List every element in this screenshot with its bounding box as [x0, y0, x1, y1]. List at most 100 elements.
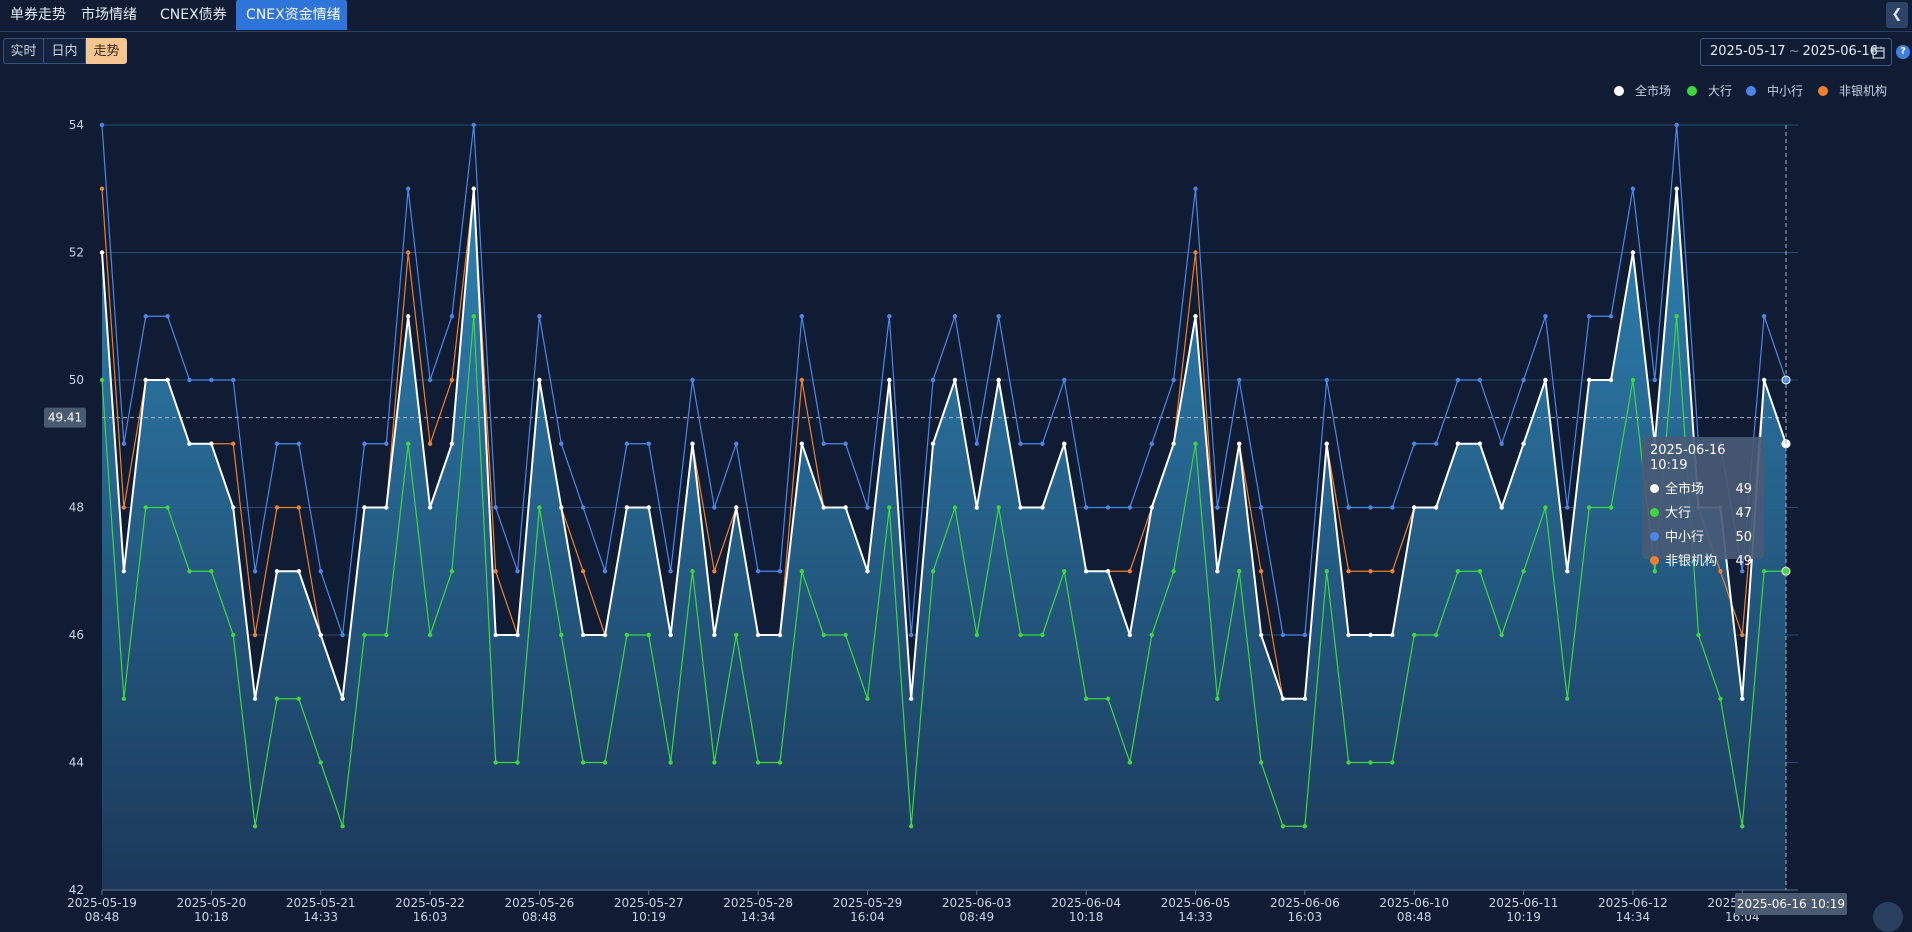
data-point[interactable] [1652, 569, 1657, 574]
data-point[interactable] [602, 569, 608, 574]
data-point[interactable] [515, 569, 520, 574]
data-point[interactable] [887, 314, 892, 319]
data-point[interactable] [624, 632, 630, 638]
data-point[interactable] [1740, 569, 1745, 574]
data-point[interactable] [1718, 569, 1723, 574]
data-point[interactable] [755, 760, 761, 765]
data-point[interactable] [471, 122, 476, 128]
data-point[interactable] [734, 441, 739, 446]
data-point[interactable] [624, 441, 630, 446]
data-point[interactable] [1412, 505, 1417, 510]
data-point[interactable] [143, 505, 148, 510]
data-point[interactable] [187, 569, 192, 574]
data-point[interactable] [1018, 632, 1023, 638]
data-point[interactable] [493, 760, 498, 765]
data-point[interactable] [1674, 186, 1679, 191]
data-point[interactable] [187, 377, 192, 383]
data-point[interactable] [1193, 314, 1198, 319]
legend-item[interactable]: 全市场 [1614, 83, 1671, 98]
data-point[interactable] [449, 569, 455, 574]
data-point[interactable] [537, 377, 542, 383]
data-point[interactable] [1062, 569, 1067, 574]
mode-intraday-button[interactable]: 日内 [44, 38, 86, 64]
data-point[interactable] [449, 377, 455, 383]
data-point[interactable] [952, 377, 958, 383]
data-point[interactable] [734, 632, 739, 638]
data-point[interactable] [274, 441, 280, 446]
data-point[interactable] [121, 696, 127, 701]
data-point[interactable] [1740, 696, 1745, 701]
data-point[interactable] [908, 632, 914, 638]
data-point[interactable] [974, 441, 980, 446]
data-point[interactable] [1083, 569, 1089, 574]
data-point[interactable] [712, 760, 717, 765]
data-point[interactable] [1302, 696, 1308, 701]
data-point[interactable] [1040, 632, 1045, 638]
data-point[interactable] [318, 760, 323, 765]
data-point[interactable] [1215, 569, 1220, 574]
data-point[interactable] [865, 569, 870, 574]
data-point[interactable] [1127, 760, 1133, 765]
data-point[interactable] [1280, 696, 1286, 701]
data-point[interactable] [690, 377, 695, 383]
data-point[interactable] [712, 569, 717, 574]
data-point[interactable] [1565, 696, 1570, 701]
data-point[interactable] [1346, 569, 1351, 574]
data-point[interactable] [1280, 824, 1286, 829]
data-point[interactable] [559, 441, 564, 446]
data-point[interactable] [1477, 569, 1483, 574]
data-point[interactable] [252, 569, 258, 574]
data-point[interactable] [362, 632, 367, 638]
data-point[interactable] [1324, 569, 1329, 574]
data-point[interactable] [1193, 186, 1198, 191]
data-point[interactable] [843, 632, 848, 638]
data-point[interactable] [1149, 441, 1154, 446]
data-point[interactable] [143, 314, 148, 319]
data-point[interactable] [777, 569, 783, 574]
calendar-icon[interactable] [1872, 46, 1885, 59]
date-range-picker[interactable]: 2025-05-17 ~2025-06-16 [1700, 38, 1892, 66]
data-point[interactable] [843, 505, 848, 510]
data-point[interactable] [1390, 632, 1395, 638]
data-point[interactable] [755, 632, 761, 638]
data-point[interactable] [843, 441, 848, 446]
data-point[interactable] [1105, 696, 1111, 701]
data-point[interactable] [99, 186, 105, 191]
data-point[interactable] [384, 441, 389, 446]
data-point[interactable] [1237, 569, 1242, 574]
data-point[interactable] [996, 314, 1001, 319]
data-point[interactable] [1499, 632, 1504, 638]
data-point[interactable] [296, 569, 302, 574]
data-point[interactable] [187, 441, 192, 446]
data-point[interactable] [1040, 441, 1045, 446]
data-point[interactable] [427, 632, 433, 638]
data-point[interactable] [952, 314, 958, 319]
data-point[interactable] [471, 186, 476, 191]
data-point[interactable] [646, 505, 651, 510]
data-point[interactable] [515, 632, 520, 638]
data-point[interactable] [449, 441, 455, 446]
data-point[interactable] [1433, 441, 1439, 446]
data-point[interactable] [996, 377, 1001, 383]
data-point[interactable] [952, 505, 958, 510]
data-point[interactable] [887, 377, 892, 383]
data-point[interactable] [1083, 505, 1089, 510]
data-point[interactable] [712, 505, 717, 510]
legend-item[interactable]: 非银机构 [1818, 83, 1887, 98]
data-point[interactable] [1608, 505, 1614, 510]
data-point[interactable] [799, 569, 805, 574]
data-point[interactable] [1390, 505, 1395, 510]
data-point[interactable] [1521, 569, 1526, 574]
data-point[interactable] [1127, 632, 1133, 638]
data-point[interactable] [296, 441, 302, 446]
data-point[interactable] [690, 441, 695, 446]
data-point[interactable] [340, 824, 345, 829]
data-point[interactable] [1237, 441, 1242, 446]
data-point[interactable] [580, 569, 586, 574]
data-point[interactable] [1521, 377, 1526, 383]
data-point[interactable] [1346, 505, 1351, 510]
data-point[interactable] [1718, 696, 1723, 701]
data-point[interactable] [1368, 505, 1373, 510]
tab-cnex-funding-sentiment[interactable]: CNEX资金情绪 [236, 0, 347, 30]
data-point[interactable] [231, 377, 236, 383]
